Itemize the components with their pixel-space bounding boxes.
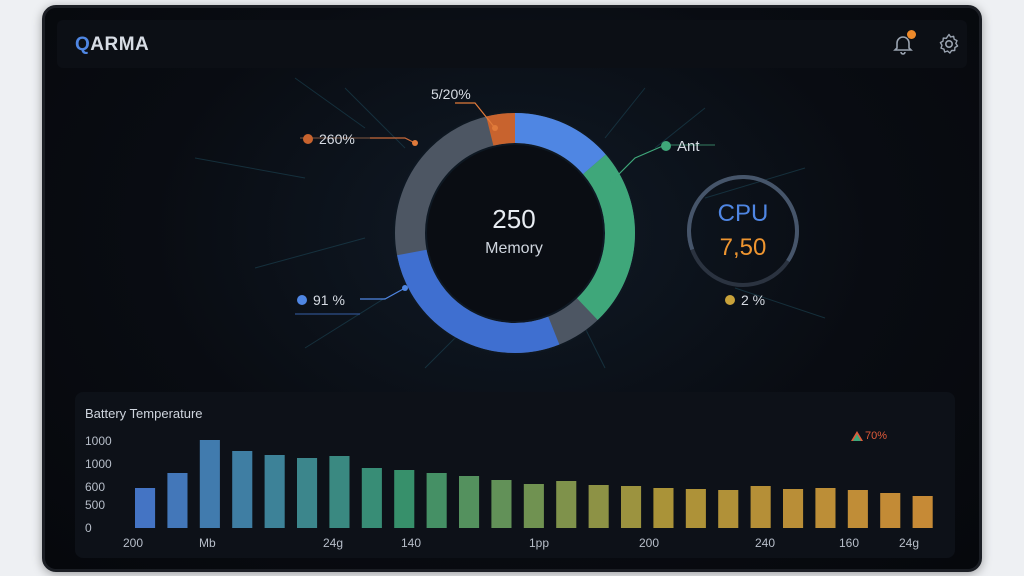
callout-right-dot: [661, 141, 671, 151]
temperature-bar[interactable]: [847, 490, 868, 528]
temperature-bar[interactable]: [718, 490, 739, 528]
callout-lines: [295, 102, 715, 315]
temperature-bar[interactable]: [232, 451, 253, 528]
y-tick: 500: [85, 498, 106, 512]
temperature-bar[interactable]: [815, 488, 836, 528]
bar-chart: [135, 440, 933, 528]
temperature-bar[interactable]: [167, 473, 188, 528]
temperature-bar[interactable]: [523, 484, 544, 528]
temperature-bar[interactable]: [264, 455, 285, 528]
temperature-bar[interactable]: [750, 486, 771, 528]
logo-accent: Q: [75, 34, 91, 55]
temperature-bar[interactable]: [588, 485, 609, 528]
callout-top: 5/20%: [431, 86, 471, 102]
x-tick: 140: [401, 536, 422, 550]
temperature-bar[interactable]: [199, 440, 220, 528]
dashboard-screen: QARMA: [45, 8, 979, 569]
gear-icon[interactable]: [937, 32, 961, 56]
temperature-bar[interactable]: [556, 481, 577, 528]
cpu-gauge[interactable]: [685, 173, 801, 289]
donut-segment-orange[interactable]: [395, 113, 635, 353]
triangle-icon: [851, 431, 863, 441]
battery-temperature-panel: Battery Temperature 70% 1000 1000 600 50…: [75, 392, 955, 558]
top-bar: QARMA: [57, 20, 967, 68]
notification-badge: [907, 30, 916, 39]
bell-icon[interactable]: [891, 32, 915, 56]
temperature-bar[interactable]: [426, 473, 447, 528]
temperature-bar[interactable]: [653, 488, 674, 528]
callout-left: 260%: [319, 131, 355, 147]
cpu-value: 7,50: [719, 234, 767, 261]
temperature-bar[interactable]: [621, 486, 642, 528]
y-tick: 0: [85, 521, 92, 535]
callout-bottom-left-dot: [297, 295, 307, 305]
x-tick: 200: [639, 536, 660, 550]
donut-segment-blue-bottom[interactable]: [395, 113, 635, 353]
chart-legend: 70%: [865, 430, 888, 442]
temperature-bar[interactable]: [459, 476, 480, 528]
x-tick: Mb: [199, 536, 216, 550]
device-frame: QARMA: [42, 5, 982, 572]
y-tick: 600: [85, 480, 106, 494]
temperature-bar[interactable]: [135, 488, 156, 528]
y-tick: 1000: [85, 434, 112, 448]
memory-donut: [393, 111, 637, 355]
temperature-bar[interactable]: [361, 468, 382, 528]
cpu-sub-value: 2 %: [741, 292, 766, 308]
temperature-bar[interactable]: [912, 496, 933, 528]
logo-text: ARMA: [90, 34, 150, 55]
cpu-label: CPU: [717, 200, 769, 227]
callout-left-dot: [303, 134, 313, 144]
app-logo[interactable]: QARMA: [75, 34, 149, 56]
temperature-bar[interactable]: [297, 458, 318, 528]
memory-label: Memory: [485, 240, 543, 257]
temperature-bar[interactable]: [685, 489, 706, 528]
callout-right: Ant: [677, 138, 700, 155]
temperature-bar[interactable]: [491, 480, 512, 528]
chart-title: Battery Temperature: [85, 406, 203, 421]
y-tick: 1000: [85, 457, 112, 471]
cpu-sub-dot: [725, 295, 735, 305]
x-tick: 1pp: [529, 536, 550, 550]
donut-segment-green[interactable]: [395, 113, 635, 353]
x-tick: 160: [839, 536, 860, 550]
temperature-bar[interactable]: [880, 493, 901, 528]
temperature-bar[interactable]: [394, 470, 415, 528]
temperature-bar[interactable]: [783, 489, 804, 528]
temperature-bar[interactable]: [329, 456, 350, 528]
callout-bottom-left: 91 %: [313, 292, 345, 308]
x-tick: 24g: [899, 536, 920, 550]
x-tick: 200: [123, 536, 144, 550]
x-tick: 240: [755, 536, 776, 550]
x-tick: 24g: [323, 536, 344, 550]
memory-value: 250: [492, 204, 536, 234]
